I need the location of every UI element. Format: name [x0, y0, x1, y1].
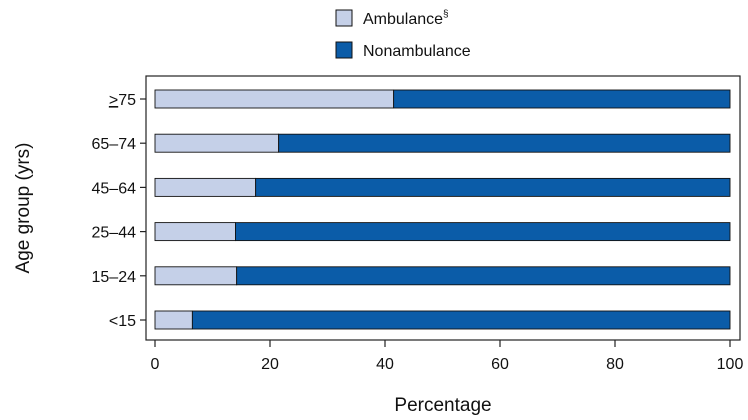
x-tick-label-5: 100 — [717, 356, 744, 373]
bar-ambulance-2 — [154, 177, 257, 197]
bar-ambulance-1 — [154, 133, 280, 153]
x-tick-label-1: 20 — [261, 356, 279, 373]
bar-ambulance-3 — [154, 222, 236, 242]
y-axis: >75 65–74 45–64 25–44 15–24 <15 — [92, 92, 146, 330]
plot-frame — [145, 75, 741, 341]
x-tick-label-0: 0 — [151, 356, 160, 373]
legend-swatch-ambulance — [335, 9, 353, 27]
y-tick-label-4: 15–24 — [92, 269, 137, 286]
legend-swatch-nonambulance — [335, 41, 353, 59]
y-axis-title: Age group (yrs) — [13, 143, 34, 274]
x-tick-label-2: 40 — [376, 356, 394, 373]
x-tick-label-4: 80 — [606, 356, 624, 373]
legend-label-ambulance: Ambulance§ — [363, 9, 449, 28]
y-tick-label-1: 65–74 — [92, 136, 137, 153]
y-tick-label-5: <15 — [109, 313, 136, 330]
bars — [154, 89, 731, 330]
bar-nonambulance-2 — [255, 177, 731, 197]
bar-nonambulance-4 — [236, 266, 731, 286]
bar-ambulance-0 — [154, 89, 395, 109]
bar-ambulance-5 — [154, 310, 193, 330]
y-tick-label-3: 25–44 — [92, 225, 137, 242]
x-axis: 0 20 40 60 80 100 — [151, 340, 744, 373]
x-tick-label-3: 60 — [491, 356, 509, 373]
bar-nonambulance-3 — [235, 222, 731, 242]
bar-nonambulance-0 — [393, 89, 731, 109]
bar-nonambulance-5 — [191, 310, 731, 330]
y-tick-label-0: >75 — [109, 92, 136, 109]
bar-ambulance-4 — [154, 266, 238, 286]
legend-label-nonambulance: Nonambulance — [363, 43, 471, 60]
x-axis-title: Percentage — [394, 395, 491, 416]
bar-nonambulance-1 — [278, 133, 731, 153]
legend: Ambulance§ Nonambulance — [335, 9, 471, 60]
y-tick-label-2: 45–64 — [92, 180, 137, 197]
